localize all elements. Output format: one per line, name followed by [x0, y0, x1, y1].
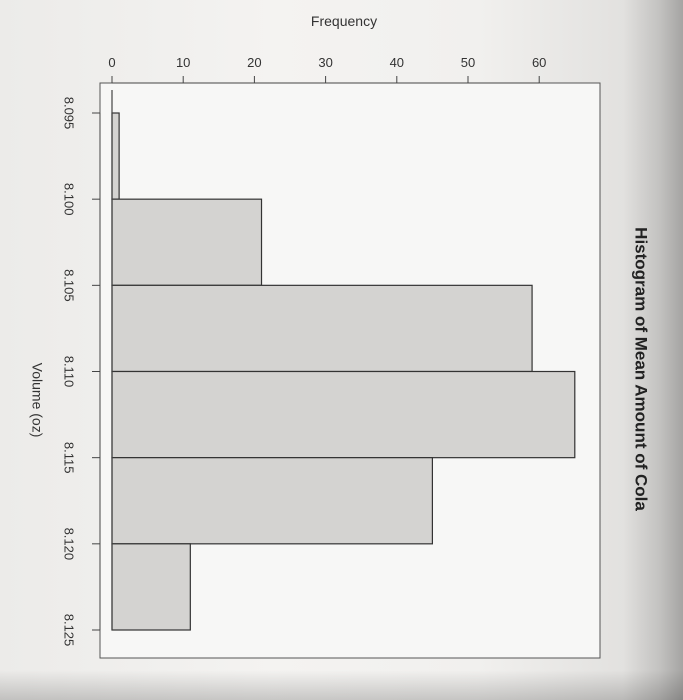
y-axis: 0 10 20 30 40 50 60	[108, 55, 546, 84]
x-tick-label: 8.095	[62, 97, 77, 130]
histogram-bar	[111, 198, 263, 286]
x-tick-label: 8.125	[62, 614, 77, 647]
x-axis: 8.095 8.100 8.105 8.110 8.115 8.120 8.125	[62, 97, 101, 647]
photo-edge-shadow-right	[623, 0, 683, 700]
histogram-bar	[111, 543, 191, 631]
y-tick-label: 50	[461, 55, 475, 70]
y-tick-label: 20	[247, 55, 261, 70]
y-tick-label: 0	[108, 55, 115, 70]
x-tick-label: 8.120	[62, 528, 77, 561]
histogram-bar	[111, 370, 576, 459]
x-tick-label: 8.100	[62, 183, 77, 216]
y-axis-title: Frequency	[311, 13, 377, 29]
bars-group	[111, 112, 576, 631]
y-tick-label: 60	[532, 55, 546, 70]
y-tick-label: 40	[390, 55, 404, 70]
x-axis-title: Volume (oz)	[29, 363, 45, 438]
histogram-bar	[111, 112, 120, 200]
chart-title: Histogram of Mean Amount of Cola	[632, 227, 651, 511]
histogram-bar	[111, 284, 533, 373]
y-tick-label: 10	[176, 55, 190, 70]
x-tick-label: 8.115	[62, 442, 77, 474]
photo-edge-shadow-bottom	[0, 670, 683, 700]
y-tick-label: 30	[318, 55, 332, 70]
x-tick-label: 8.105	[62, 269, 77, 302]
x-tick-label: 8.110	[62, 356, 77, 388]
histogram-bar	[111, 457, 433, 545]
